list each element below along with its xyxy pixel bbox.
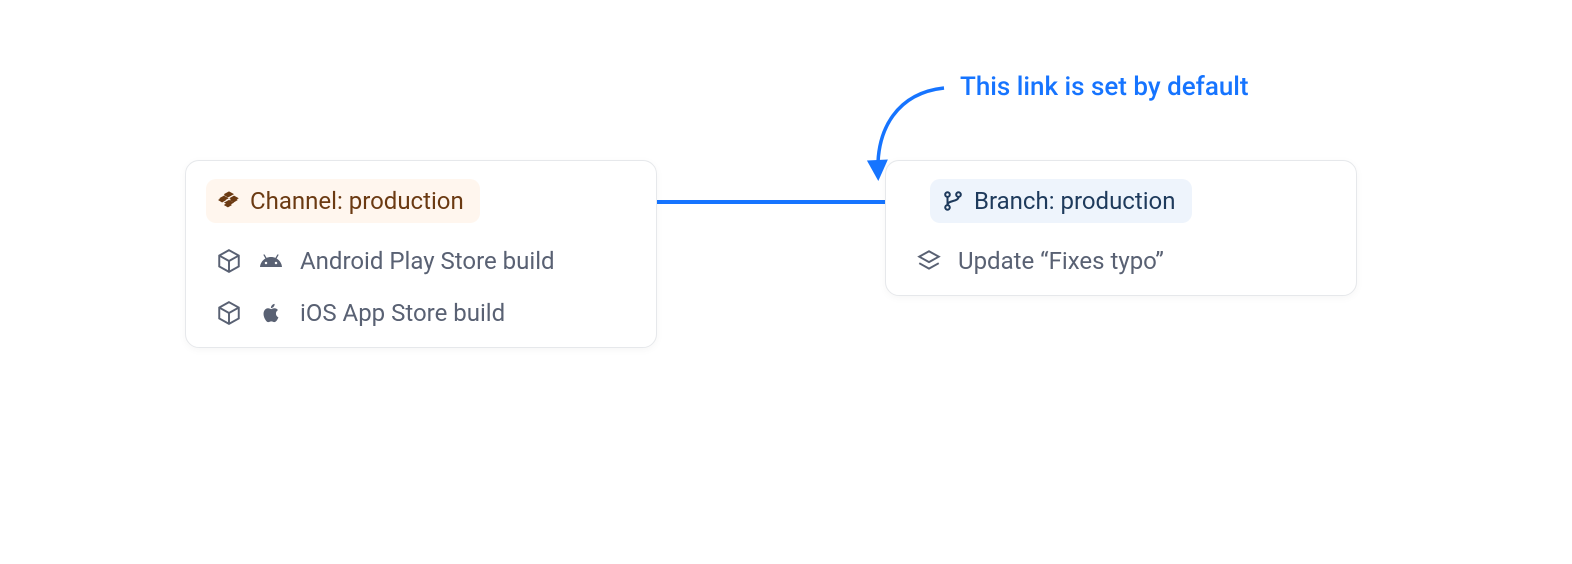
build-row-ios: iOS App Store build bbox=[206, 299, 636, 327]
update-row: Update “Fixes typo” bbox=[906, 247, 1336, 275]
update-row-label: Update “Fixes typo” bbox=[958, 247, 1164, 275]
branch-icon bbox=[942, 190, 964, 212]
layers-icon bbox=[916, 248, 942, 274]
build-row-label: iOS App Store build bbox=[300, 299, 505, 327]
apple-icon bbox=[260, 300, 282, 326]
channel-pill-label: Channel: production bbox=[250, 187, 464, 215]
android-icon bbox=[259, 249, 283, 273]
branch-pill-label: Branch: production bbox=[974, 187, 1176, 215]
cube-icon bbox=[216, 248, 242, 274]
build-row-android: Android Play Store build bbox=[206, 247, 636, 275]
annotation-text: This link is set by default bbox=[960, 72, 1249, 102]
channel-icon bbox=[218, 190, 240, 212]
channel-pill: Channel: production bbox=[206, 179, 480, 223]
channel-card: Channel: production Android Play Store b… bbox=[185, 160, 657, 348]
cube-icon bbox=[216, 300, 242, 326]
branch-pill: Branch: production bbox=[930, 179, 1192, 223]
build-row-label: Android Play Store build bbox=[300, 247, 555, 275]
branch-card: Branch: production Update “Fixes typo” bbox=[885, 160, 1357, 296]
